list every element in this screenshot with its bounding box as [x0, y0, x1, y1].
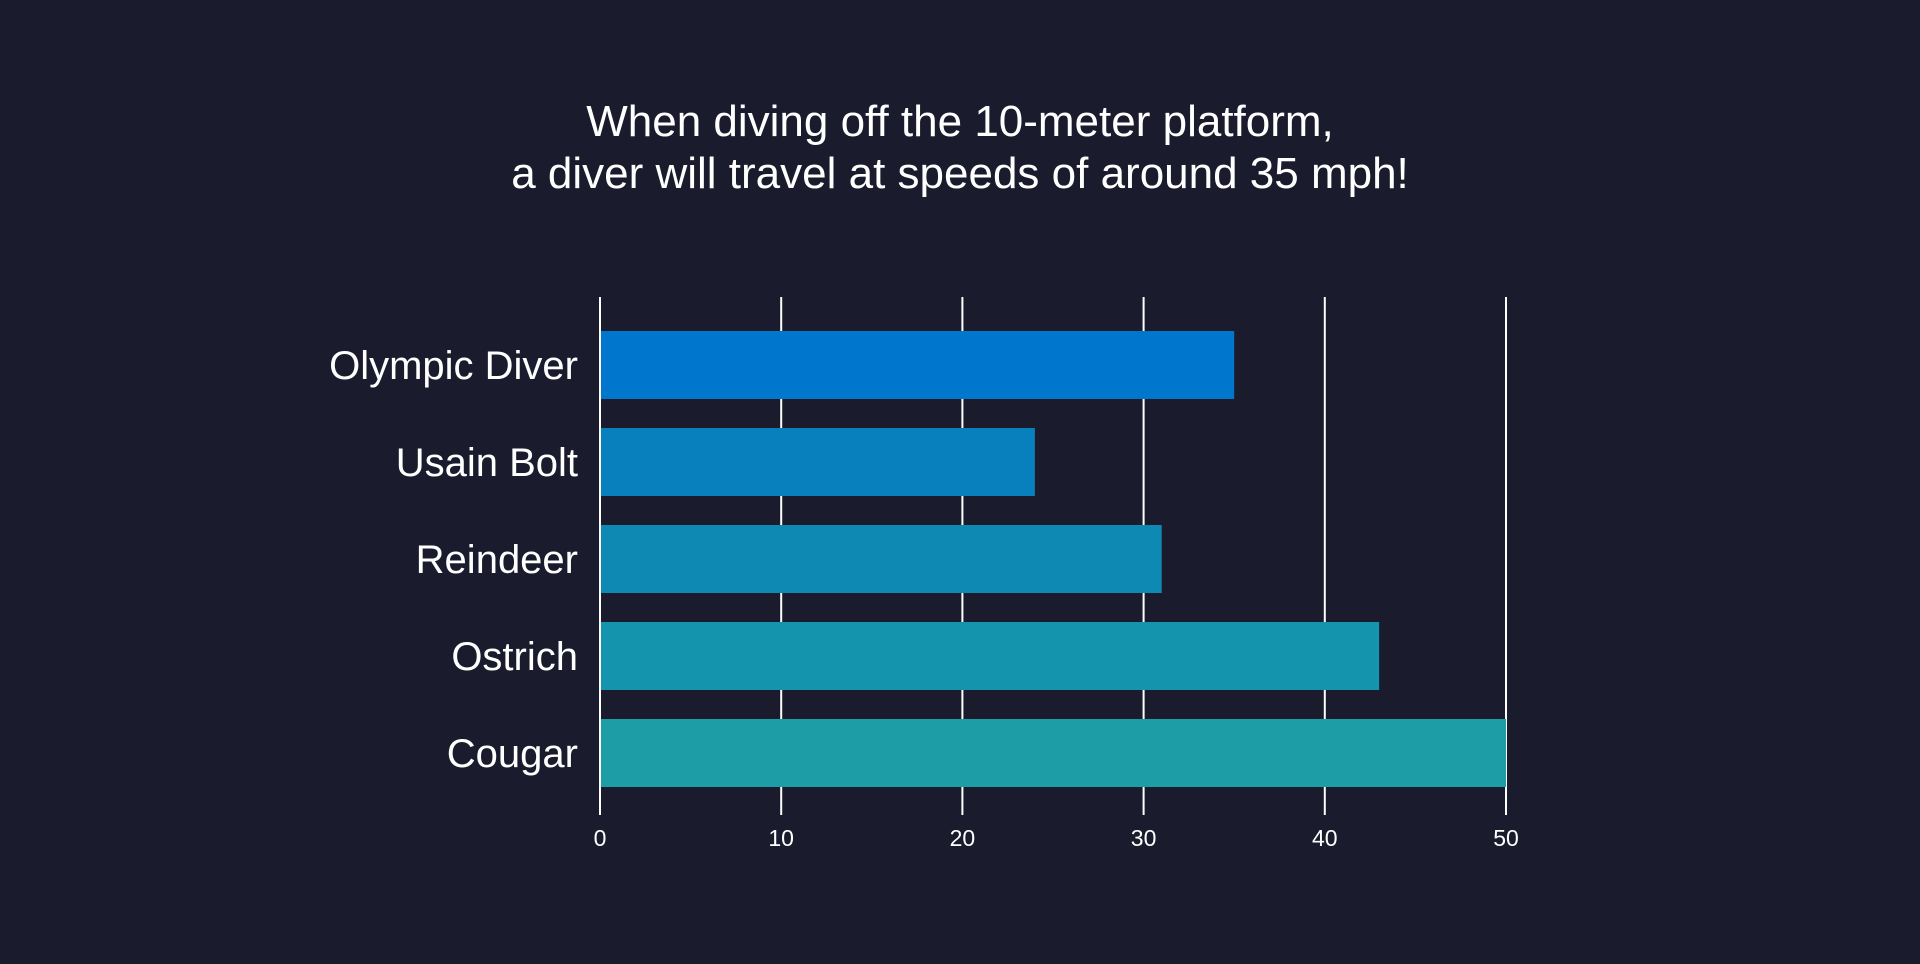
bar-reindeer [601, 525, 1162, 593]
category-labels: Olympic Diver Usain Bolt Reindeer Ostrich Co… [329, 344, 578, 776]
x-tick-labels: 0 10 20 30 40 50 [594, 825, 1519, 851]
bar-olympic-diver [601, 331, 1235, 399]
x-tick-label-30: 30 [1131, 825, 1157, 851]
chart-title-line-2: a diver will travel at speeds of around … [511, 149, 1409, 198]
category-label-reindeer: Reindeer [416, 538, 578, 582]
category-label-ostrich: Ostrich [451, 635, 578, 679]
x-tick-label-40: 40 [1312, 825, 1338, 851]
category-label-cougar: Cougar [447, 732, 578, 776]
bar-ostrich [601, 622, 1380, 690]
x-tick-label-0: 0 [594, 825, 607, 851]
category-label-olympic-diver: Olympic Diver [329, 344, 578, 388]
x-tick-label-10: 10 [768, 825, 794, 851]
chart-title-line-1: When diving off the 10-meter platform, [586, 97, 1334, 146]
category-label-usain-bolt: Usain Bolt [396, 441, 578, 485]
bars [601, 331, 1506, 787]
bar-usain-bolt [601, 428, 1035, 496]
x-tick-label-50: 50 [1493, 825, 1519, 851]
bar-cougar [601, 719, 1506, 787]
x-tick-label-20: 20 [950, 825, 976, 851]
